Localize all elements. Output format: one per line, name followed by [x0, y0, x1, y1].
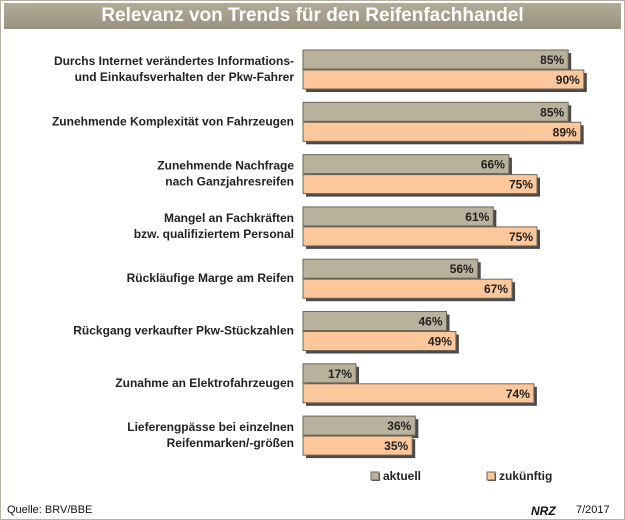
- bar-group: Mangel an Fachkräften bzw. qualifiziertem…: [134, 206, 540, 249]
- category-label-line: Zunahme an Elektrofahrzeugen: [115, 376, 294, 390]
- category-label-line: Rückgang verkaufter Pkw-Stückzahlen: [73, 324, 294, 338]
- category-label-line: Zunehmende Nachfrage: [157, 159, 294, 173]
- category-label-line: Lieferengpässe bei einzelnen: [127, 420, 294, 434]
- bar-zukuenftig: [302, 121, 582, 142]
- bar-zukuenftig: [302, 435, 413, 456]
- value-label: 46%: [418, 315, 442, 329]
- title-bar: Relevanz von Trends für den Reifenfachha…: [4, 3, 621, 29]
- category-label: Mangel an Fachkräften bzw. qualifiziertem…: [134, 211, 294, 241]
- bar-aktuell: [302, 206, 494, 227]
- bar-aktuell: [302, 363, 357, 384]
- value-label: 61%: [465, 210, 489, 224]
- bar-zukuenftig: [302, 278, 513, 299]
- chart-title: Relevanz von Trends für den Reifenfachha…: [101, 5, 524, 26]
- bar-aktuell: [302, 311, 448, 331]
- value-label: 75%: [509, 178, 533, 192]
- value-label: 85%: [540, 105, 564, 119]
- value-label: 35%: [384, 439, 408, 453]
- bar-zukuenftig: [302, 69, 585, 90]
- bar-aktuell: [302, 258, 479, 279]
- bar-group: Rückgang verkaufter Pkw-Stückzahlen 46% 49…: [73, 311, 459, 354]
- issue-date: 7/2017: [576, 504, 610, 516]
- category-label-line: Zunehmende Komplexität von Fahrzeugen: [52, 114, 294, 128]
- category-label: Rückgang verkaufter Pkw-Stückzahlen: [73, 324, 294, 338]
- bar-group: Zunahme an Elektrofahrzeugen 17% 74%: [115, 363, 537, 406]
- value-label: 75%: [509, 230, 533, 244]
- category-label-line: Reifenmarken/-größen: [167, 436, 294, 450]
- bar-group: Zunehmende Komplexität von Fahrzeugen 85%…: [52, 101, 584, 145]
- value-label: 67%: [484, 282, 508, 296]
- bar-zukuenftig: [302, 331, 457, 351]
- value-label: 74%: [506, 387, 530, 401]
- value-label: 85%: [540, 53, 564, 67]
- category-label-line: Rückläufige Marge am Reifen: [127, 271, 294, 285]
- value-label: 90%: [556, 73, 580, 87]
- value-label: 89%: [553, 125, 577, 139]
- value-label: 36%: [387, 419, 411, 433]
- category-label-line: Durchs Internet verändertes Informations…: [54, 54, 294, 68]
- legend-label: aktuell: [383, 469, 421, 483]
- category-label: Durchs Internet verändertes Informations…: [54, 54, 294, 84]
- bar-zukuenftig: [302, 383, 535, 404]
- bar-zukuenftig: [302, 226, 538, 247]
- brand-logo: NRZ: [531, 504, 556, 518]
- legend-swatch-aktuell: [370, 471, 380, 481]
- bar-aktuell: [302, 154, 510, 175]
- category-label-line: bzw. qualifiziertem Personal: [134, 227, 294, 241]
- category-label-line: Mangel an Fachkräften: [164, 211, 294, 225]
- bar-group: Lieferengpässe bei einzelnen Reifenmarken…: [127, 415, 419, 459]
- legend-label: zukünftig: [499, 469, 552, 483]
- category-label: Zunahme an Elektrofahrzeugen: [115, 376, 294, 390]
- bar-zukuenftig: [302, 174, 538, 195]
- value-label: 49%: [428, 335, 452, 349]
- category-label: Rückläufige Marge am Reifen: [127, 271, 294, 285]
- legend-swatch-zukuenftig: [486, 471, 496, 481]
- bar-aktuell: [302, 101, 569, 122]
- category-label-line: und Einkaufsverhalten der Pkw-Fahrer: [75, 70, 295, 84]
- category-label: Lieferengpässe bei einzelnen Reifenmarken…: [127, 420, 294, 450]
- value-label: 66%: [481, 158, 505, 172]
- bar-aktuell: [302, 415, 416, 436]
- bar-group: Durchs Internet verändertes Informations…: [54, 49, 587, 92]
- category-label: Zunehmende Nachfrage nach Ganzjahresreife…: [157, 159, 294, 189]
- bar-aktuell: [302, 49, 569, 70]
- category-label: Zunehmende Komplexität von Fahrzeugen: [52, 114, 294, 128]
- source-note: Quelle: BRV/BBE: [7, 504, 93, 516]
- value-label: 56%: [450, 262, 474, 276]
- category-label-line: nach Ganzjahresreifen: [165, 175, 294, 189]
- bar-group: Rückläufige Marge am Reifen 56% 67%: [127, 258, 516, 302]
- legend: aktuell zukünftig: [370, 469, 552, 483]
- value-label: 17%: [328, 367, 352, 381]
- bar-group: Zunehmende Nachfrage nach Ganzjahresreife…: [157, 154, 540, 197]
- bar-chart: Durchs Internet verändertes Informations…: [52, 49, 587, 483]
